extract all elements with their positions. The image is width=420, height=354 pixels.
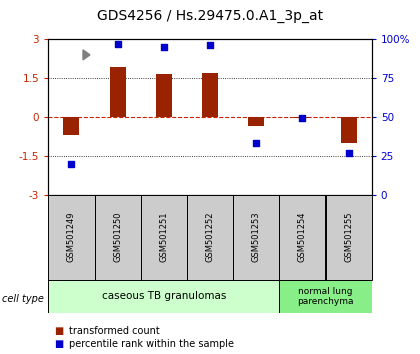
Bar [110, 68, 126, 117]
Bar [202, 73, 218, 117]
Bar [48, 280, 279, 313]
Bar [141, 195, 187, 280]
Text: GSM501252: GSM501252 [205, 212, 215, 262]
Text: caseous TB granulomas: caseous TB granulomas [102, 291, 226, 302]
Point [299, 115, 306, 121]
Text: cell type: cell type [2, 294, 44, 304]
Text: GSM501251: GSM501251 [159, 212, 168, 262]
Bar [248, 117, 264, 126]
Bar [63, 117, 79, 135]
Point [253, 141, 260, 146]
Text: normal lung
parenchyma: normal lung parenchyma [297, 287, 354, 306]
Bar [94, 195, 141, 280]
Bar [156, 74, 172, 117]
Bar [341, 117, 357, 143]
Point [160, 44, 167, 50]
Text: GSM501255: GSM501255 [344, 212, 353, 262]
Point [207, 42, 213, 48]
Text: ■: ■ [55, 339, 64, 349]
Text: GSM501250: GSM501250 [113, 212, 122, 262]
Text: GSM501249: GSM501249 [67, 212, 76, 262]
Polygon shape [83, 50, 90, 60]
Text: transformed count: transformed count [69, 326, 160, 336]
Bar [279, 280, 372, 313]
Bar [48, 195, 94, 280]
Text: GSM501254: GSM501254 [298, 212, 307, 262]
Text: GDS4256 / Hs.29475.0.A1_3p_at: GDS4256 / Hs.29475.0.A1_3p_at [97, 9, 323, 23]
Text: percentile rank within the sample: percentile rank within the sample [69, 339, 234, 349]
Point [345, 150, 352, 155]
Bar [326, 195, 372, 280]
Point [68, 161, 75, 166]
Text: ■: ■ [55, 326, 64, 336]
Bar [233, 195, 279, 280]
Bar [187, 195, 233, 280]
Bar [279, 195, 326, 280]
Text: GSM501253: GSM501253 [252, 212, 261, 263]
Point [114, 41, 121, 46]
Bar [294, 117, 310, 118]
